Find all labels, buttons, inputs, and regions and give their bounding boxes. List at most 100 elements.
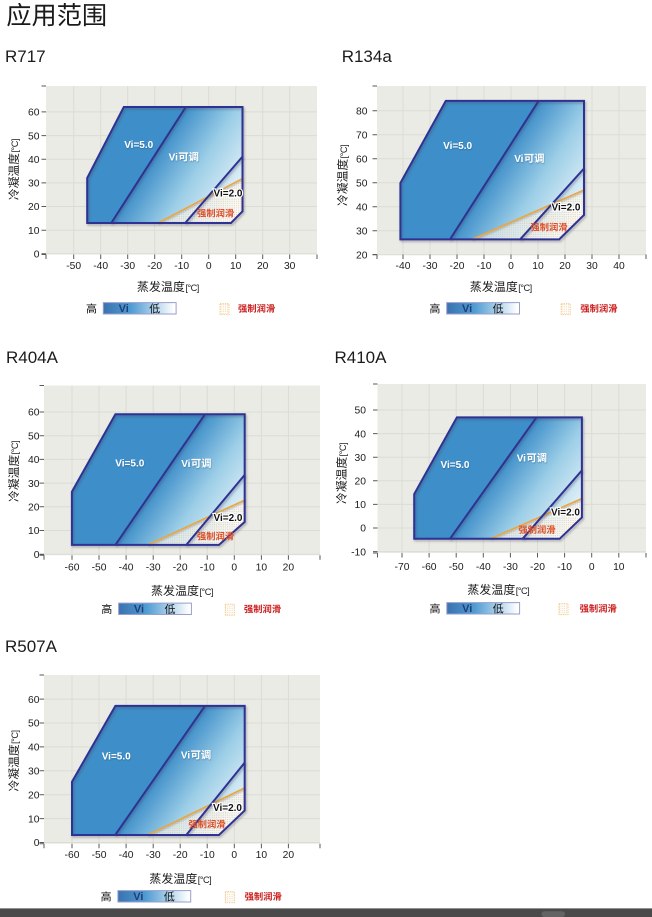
svg-text:-20: -20	[530, 562, 545, 573]
svg-text:Vi=5.0: Vi=5.0	[443, 141, 472, 152]
svg-text:Vi=2.0: Vi=2.0	[213, 803, 242, 814]
svg-text:40: 40	[28, 455, 40, 466]
svg-text:30: 30	[284, 261, 296, 272]
svg-text:0: 0	[508, 261, 514, 272]
svg-text:-10: -10	[174, 261, 189, 272]
svg-text:[°C]: [°C]	[518, 283, 531, 293]
svg-text:-30: -30	[120, 261, 135, 272]
svg-text:-40: -40	[476, 562, 491, 573]
svg-text:80: 80	[356, 107, 368, 118]
svg-text:-10: -10	[200, 850, 215, 861]
svg-text:-20: -20	[173, 850, 188, 861]
svg-text:-30: -30	[146, 563, 161, 574]
svg-text:-70: -70	[395, 562, 410, 573]
svg-text:30: 30	[28, 767, 40, 778]
svg-text:Vi=2.0: Vi=2.0	[213, 513, 242, 524]
svg-text:[°C]: [°C]	[185, 283, 198, 293]
svg-text:Vi: Vi	[119, 303, 129, 315]
svg-text:Vi: Vi	[462, 303, 472, 315]
svg-text:60: 60	[28, 695, 40, 706]
svg-text:[°C]: [°C]	[516, 586, 529, 596]
svg-text:0: 0	[34, 250, 40, 261]
svg-text:Vi=2.0: Vi=2.0	[551, 508, 580, 519]
svg-text:10: 10	[28, 526, 40, 537]
svg-text:20: 20	[28, 202, 40, 213]
svg-text:20: 20	[356, 251, 368, 262]
svg-text:-10: -10	[477, 261, 492, 272]
svg-text:-40: -40	[119, 850, 134, 861]
svg-text:10: 10	[532, 261, 544, 272]
svg-text:R404A: R404A	[6, 348, 59, 367]
svg-text:-20: -20	[450, 261, 465, 272]
svg-text:0: 0	[231, 563, 237, 574]
svg-text:-30: -30	[503, 562, 518, 573]
svg-text:R410A: R410A	[335, 348, 388, 367]
svg-text:40: 40	[355, 429, 367, 440]
svg-text:20: 20	[283, 850, 295, 861]
svg-text:0: 0	[231, 850, 237, 861]
svg-text:50: 50	[28, 131, 40, 142]
svg-text:[°C]: [°C]	[338, 443, 348, 456]
svg-text:-10: -10	[557, 562, 572, 573]
svg-text:R507A: R507A	[5, 637, 58, 656]
svg-text:-60: -60	[65, 850, 80, 861]
svg-text:-50: -50	[449, 562, 464, 573]
svg-text:Vi: Vi	[134, 604, 144, 616]
svg-text:Vi: Vi	[181, 751, 190, 762]
svg-text:20: 20	[283, 563, 295, 574]
svg-text:[°C]: [°C]	[200, 587, 213, 597]
svg-text:-30: -30	[423, 261, 438, 272]
svg-text:R134a: R134a	[342, 47, 393, 66]
svg-text:Vi=5.0: Vi=5.0	[124, 140, 153, 151]
svg-text:70: 70	[356, 131, 368, 142]
svg-text:-10: -10	[351, 547, 366, 558]
svg-text:30: 30	[355, 453, 367, 464]
svg-text:-60: -60	[422, 562, 437, 573]
svg-text:-40: -40	[93, 261, 108, 272]
svg-text:0: 0	[206, 261, 212, 272]
svg-text:10: 10	[613, 562, 625, 573]
svg-text:Vi: Vi	[517, 454, 526, 465]
svg-text:-50: -50	[66, 261, 81, 272]
svg-text:50: 50	[28, 431, 40, 442]
svg-text:30: 30	[28, 179, 40, 190]
svg-text:30: 30	[28, 479, 40, 490]
svg-text:-40: -40	[119, 563, 134, 574]
svg-text:40: 40	[356, 203, 368, 214]
svg-text:R717: R717	[5, 47, 46, 66]
svg-text:10: 10	[355, 500, 367, 511]
svg-text:10: 10	[256, 850, 268, 861]
svg-text:-40: -40	[396, 261, 411, 272]
svg-text:Vi: Vi	[462, 603, 472, 615]
svg-text:50: 50	[355, 406, 367, 417]
svg-text:10: 10	[28, 226, 40, 237]
svg-text:40: 40	[28, 155, 40, 166]
svg-text:-10: -10	[200, 563, 215, 574]
svg-text:20: 20	[28, 503, 40, 514]
svg-text:-20: -20	[173, 563, 188, 574]
svg-text:[°C]: [°C]	[198, 875, 211, 885]
svg-text:-20: -20	[147, 261, 162, 272]
svg-text:-60: -60	[65, 563, 80, 574]
svg-text:60: 60	[28, 408, 40, 419]
svg-text:[°C]: [°C]	[10, 730, 20, 743]
svg-text:20: 20	[257, 261, 269, 272]
svg-text:60: 60	[28, 108, 40, 119]
svg-text:30: 30	[586, 261, 598, 272]
svg-text:0: 0	[589, 562, 595, 573]
svg-text:0: 0	[360, 524, 366, 535]
svg-text:20: 20	[28, 790, 40, 801]
svg-text:-50: -50	[92, 563, 107, 574]
svg-text:0: 0	[34, 550, 40, 561]
svg-text:Vi: Vi	[514, 154, 523, 165]
svg-text:60: 60	[356, 155, 368, 166]
svg-text:[°C]: [°C]	[10, 139, 20, 152]
svg-text:20: 20	[559, 261, 571, 272]
svg-text:0: 0	[34, 838, 40, 849]
svg-text:10: 10	[230, 261, 242, 272]
svg-text:20: 20	[355, 477, 367, 488]
svg-text:10: 10	[28, 814, 40, 825]
svg-text:Vi=2.0: Vi=2.0	[213, 189, 242, 200]
svg-text:50: 50	[28, 719, 40, 730]
svg-text:[°C]: [°C]	[10, 441, 20, 454]
